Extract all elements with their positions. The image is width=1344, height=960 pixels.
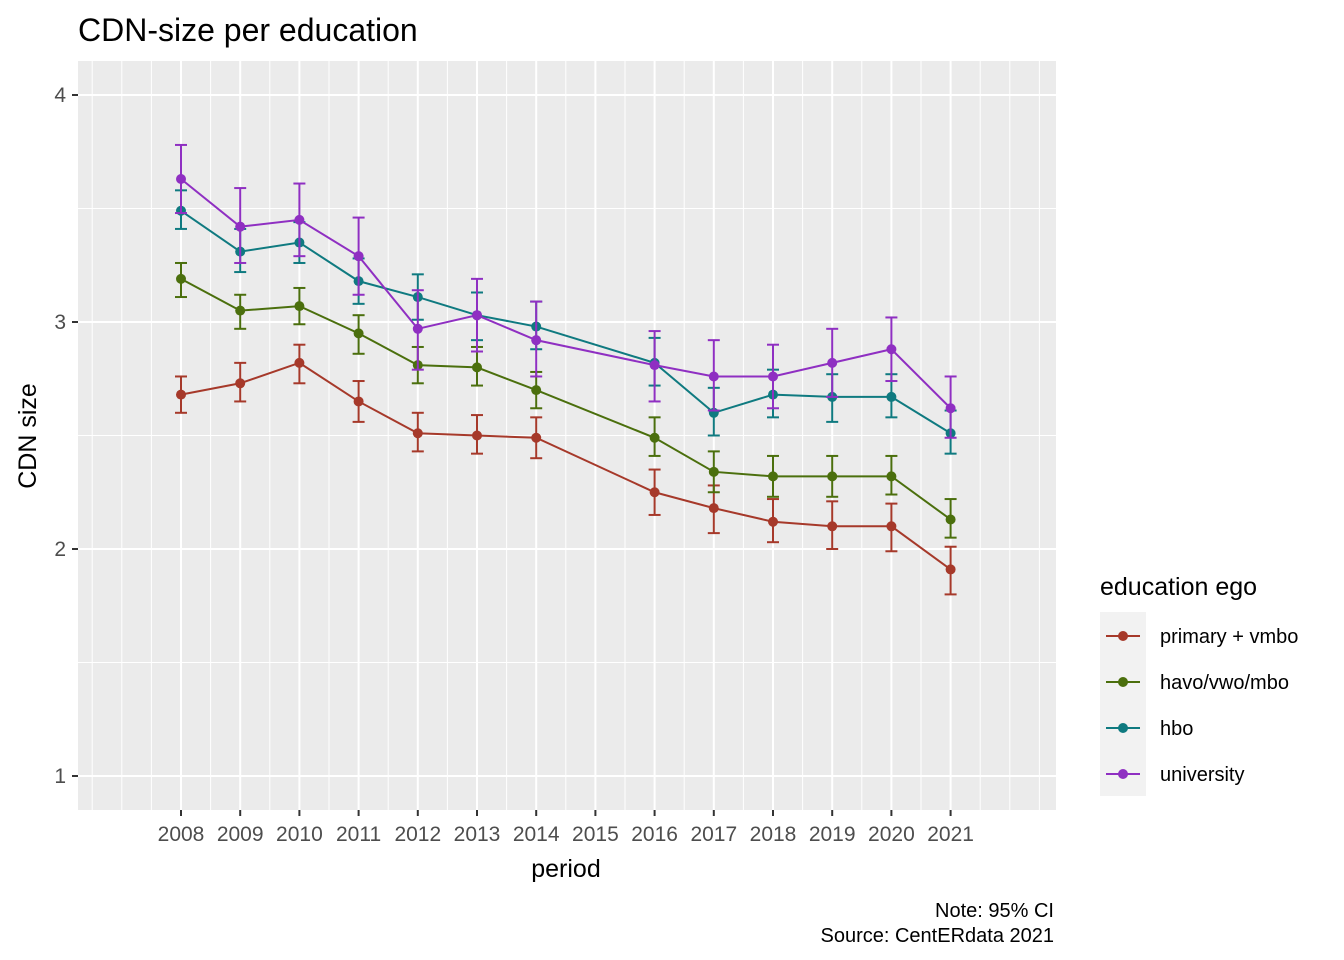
data-point	[827, 471, 838, 482]
data-point	[353, 396, 364, 407]
legend-key-point	[1118, 677, 1128, 687]
x-tick-label: 2018	[750, 823, 797, 846]
x-tick-label: 2008	[158, 823, 205, 846]
x-tick-label: 2021	[927, 823, 974, 846]
series-0	[175, 343, 957, 596]
legend-item: university	[1106, 764, 1244, 786]
caption-line-2: Source: CentERdata 2021	[821, 925, 1055, 947]
data-point	[649, 487, 660, 498]
data-point	[412, 428, 423, 439]
data-point	[531, 432, 542, 443]
data-point	[531, 335, 542, 346]
x-tick-label: 2017	[690, 823, 737, 846]
data-point	[886, 521, 897, 532]
y-tick-label: 1	[54, 765, 66, 788]
data-point	[827, 521, 838, 532]
data-point	[294, 357, 305, 368]
series-layer	[175, 143, 957, 596]
legend-key-point	[1118, 769, 1128, 779]
data-point	[649, 360, 660, 371]
legend-title: education ego	[1100, 573, 1257, 601]
data-point	[768, 371, 778, 382]
caption-line-1: Note: 95% CI	[935, 900, 1054, 922]
data-point	[768, 471, 778, 482]
y-axis: 1 2 3 4	[54, 84, 78, 788]
data-point	[472, 310, 482, 321]
series-3	[175, 143, 957, 439]
data-point	[472, 430, 482, 441]
data-point	[886, 344, 897, 355]
legend-items: primary + vmbo havo/vwo/mbo hbo university	[1106, 626, 1298, 786]
x-tick-label: 2010	[276, 823, 323, 846]
data-point	[827, 357, 838, 368]
data-point	[768, 516, 778, 527]
data-point	[886, 391, 897, 402]
legend-item: hbo	[1106, 718, 1193, 740]
chart-title: CDN-size per education	[78, 12, 418, 48]
data-point	[886, 471, 897, 482]
x-tick-label: 2016	[631, 823, 678, 846]
legend: education ego primary + vmbo havo/vwo/mbo…	[1100, 573, 1298, 796]
y-tick-label: 2	[54, 538, 66, 561]
legend-label: primary + vmbo	[1160, 626, 1298, 648]
data-point	[353, 251, 364, 262]
data-point	[945, 514, 956, 525]
data-point	[294, 214, 305, 225]
x-tick-label: 2019	[809, 823, 856, 846]
x-tick-label: 2020	[868, 823, 915, 846]
data-point	[294, 301, 305, 312]
data-point	[708, 466, 719, 477]
data-point	[353, 328, 364, 339]
legend-label: hbo	[1160, 718, 1193, 740]
x-axis-title: period	[531, 855, 601, 883]
x-tick-label: 2013	[454, 823, 501, 846]
data-point	[531, 385, 542, 396]
x-tick-label: 2011	[336, 823, 381, 846]
y-tick-label: 4	[54, 84, 66, 107]
data-point	[235, 305, 246, 316]
legend-label: havo/vwo/mbo	[1160, 672, 1289, 694]
y-axis-title: CDN size	[14, 383, 42, 489]
legend-item: primary + vmbo	[1106, 626, 1298, 648]
data-point	[945, 403, 956, 414]
y-tick-label: 3	[54, 311, 66, 334]
data-point	[649, 432, 660, 443]
legend-item: havo/vwo/mbo	[1106, 672, 1289, 694]
x-axis: 2008 2009 2010 2011 2012 2013 2014 2015 2016 2017…	[158, 810, 974, 846]
legend-keys-background	[1100, 612, 1146, 796]
legend-key-point	[1118, 723, 1128, 733]
legend-label: university	[1160, 764, 1244, 786]
data-point	[945, 564, 956, 575]
data-point	[176, 173, 186, 184]
data-point	[708, 371, 719, 382]
data-point	[412, 323, 423, 334]
x-tick-label: 2014	[513, 823, 560, 846]
x-tick-label: 2012	[394, 823, 441, 846]
data-point	[708, 503, 719, 514]
data-point	[176, 389, 186, 400]
x-tick-label: 2015	[572, 823, 619, 846]
legend-key-point	[1118, 631, 1128, 641]
data-point	[176, 273, 186, 284]
x-tick-label: 2009	[217, 823, 264, 846]
data-point	[472, 362, 482, 373]
data-point	[235, 378, 246, 389]
data-point	[235, 221, 246, 232]
